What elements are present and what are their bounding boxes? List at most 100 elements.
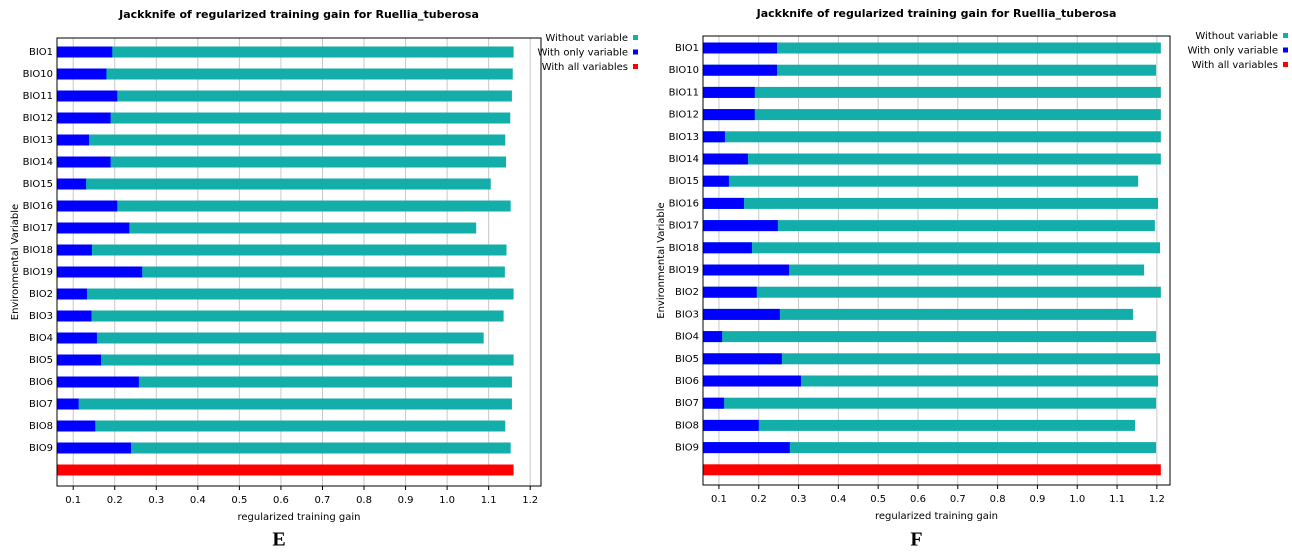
plot-area [703, 36, 1170, 485]
bar [57, 376, 139, 388]
bar [57, 90, 512, 102]
y-tick-label: BIO14 [669, 154, 699, 165]
y-tick-label: BIO4 [675, 332, 699, 343]
bar [57, 420, 96, 432]
y-tick-label: BIO7 [675, 398, 699, 409]
y-tick-label: BIO2 [675, 287, 699, 298]
chart-title: Jackknife of regularized training gain f… [118, 8, 479, 21]
x-tick-label: 0.8 [356, 495, 372, 506]
bar [57, 288, 514, 300]
bar [57, 244, 92, 256]
bar [57, 112, 511, 124]
y-tick-label: BIO12 [669, 110, 699, 121]
y-tick-label: BIO5 [29, 355, 53, 366]
x-tick-label: 0.5 [870, 494, 886, 505]
bar [57, 68, 513, 80]
legend-swatch [633, 64, 638, 69]
y-tick-label: BIO10 [669, 65, 699, 76]
bar [703, 331, 1157, 343]
bar [703, 86, 755, 98]
x-tick-label: 0.9 [1029, 494, 1045, 505]
bar [703, 131, 1161, 143]
bar [57, 134, 89, 146]
x-tick-label: 0.4 [830, 494, 846, 505]
x-tick-label: 1.2 [1149, 494, 1165, 505]
bar [57, 178, 491, 190]
bar [703, 220, 1155, 232]
bar [57, 112, 111, 124]
legend-swatch [633, 35, 638, 40]
legend-swatch [1283, 33, 1288, 38]
bar [703, 419, 759, 431]
bar [57, 46, 113, 58]
bar [703, 242, 1161, 254]
y-tick-label: BIO6 [29, 377, 53, 388]
bar [703, 153, 1161, 165]
legend-swatch [1283, 62, 1288, 67]
bar [703, 64, 1157, 76]
bar [703, 397, 1157, 409]
bar [703, 131, 725, 143]
plot-frame [56, 37, 542, 487]
bar [703, 264, 1145, 276]
y-tick-label: BIO6 [675, 376, 699, 387]
bar [703, 397, 725, 409]
y-tick-label: BIO15 [23, 179, 53, 190]
y-tick-label: BIO19 [669, 265, 699, 276]
bar [57, 464, 514, 476]
y-tick-label: BIO3 [29, 311, 53, 322]
bar [703, 42, 778, 54]
bar [703, 220, 778, 232]
x-tick-label: 1.0 [439, 495, 455, 506]
bar [57, 156, 111, 168]
x-tick-label: 1.1 [1109, 494, 1125, 505]
bar [57, 200, 511, 212]
bar [703, 308, 1133, 320]
bar [703, 308, 780, 320]
y-tick-label: BIO2 [29, 289, 53, 300]
x-tick-label: 0.1 [65, 495, 81, 506]
y-tick-label: BIO16 [23, 201, 53, 212]
x-tick-label: 0.4 [190, 495, 206, 506]
y-tick-label: BIO17 [23, 223, 53, 234]
bar [703, 264, 789, 276]
bar [57, 442, 511, 454]
bar [703, 464, 1161, 476]
bar [703, 442, 1157, 454]
bar [57, 90, 118, 102]
x-tick-label: 0.2 [751, 494, 767, 505]
x-tick-label: 1.2 [522, 495, 538, 506]
legend-label: Without variable [545, 33, 628, 44]
y-tick-label: BIO11 [669, 87, 699, 98]
bar [703, 109, 1161, 121]
bar [57, 266, 143, 278]
y-tick-label: BIO4 [29, 333, 53, 344]
x-tick-label: 0.3 [791, 494, 807, 505]
x-tick-label: 0.3 [148, 495, 164, 506]
legend-swatch [1283, 47, 1288, 53]
bar [57, 134, 506, 146]
bar [57, 310, 504, 322]
bar [703, 375, 801, 387]
x-tick-label: 1.1 [481, 495, 497, 506]
bar [703, 64, 778, 76]
y-tick-label: BIO12 [23, 113, 53, 124]
bar [703, 197, 745, 209]
bar [57, 398, 79, 410]
bar [57, 156, 507, 168]
bar [57, 288, 87, 300]
bar [703, 286, 757, 298]
bar [57, 354, 102, 366]
x-tick-label: 0.5 [231, 495, 247, 506]
y-tick-label: BIO10 [23, 69, 53, 80]
bar [703, 353, 782, 365]
y-tick-label: BIO18 [23, 245, 53, 256]
y-axis-label: Environmental Variable [10, 204, 21, 320]
bar [57, 332, 97, 344]
bar [57, 266, 505, 278]
bar [57, 310, 92, 322]
y-tick-label: BIO9 [675, 443, 699, 454]
y-tick-label: BIO8 [29, 421, 53, 432]
legend-swatch [633, 49, 638, 55]
legend-label: With only variable [537, 48, 628, 59]
